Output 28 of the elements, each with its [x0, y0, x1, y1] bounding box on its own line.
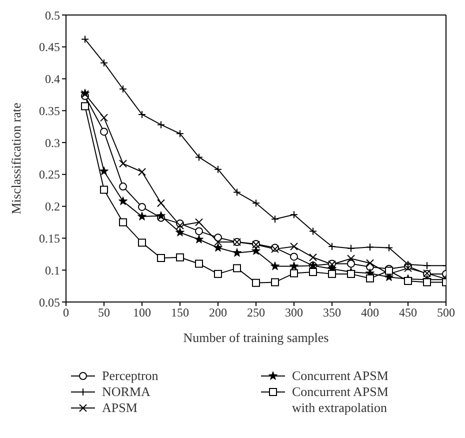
x-tick-label: 400 [361, 306, 379, 320]
legend-label: Concurrent APSM with extrapolation [292, 384, 390, 416]
y-tick-label: 0.05 [39, 295, 60, 310]
y-tick-label: 0.45 [39, 40, 60, 54]
y-tick-label: 0.1 [45, 263, 60, 278]
x-tick-label: 250 [247, 306, 265, 320]
x-tick-label: 200 [209, 306, 227, 320]
x-tick-label: 500 [437, 306, 455, 320]
legend-label: APSM [102, 400, 138, 416]
y-tick-label: 0.4 [45, 72, 60, 86]
x-tick-label: 50 [98, 306, 110, 320]
x-axis-title: Number of training samples [183, 330, 329, 345]
y-tick-label: 0.35 [39, 104, 60, 118]
y-tick-label: 0.25 [39, 168, 60, 182]
y-tick-label: 0.3 [45, 136, 60, 150]
y-tick-label: 0.5 [45, 8, 60, 22]
legend-label: Perceptron [102, 368, 160, 384]
x-tick-label: 100 [133, 306, 151, 320]
y-tick-label: 0.15 [39, 231, 60, 246]
x-tick-label: 300 [285, 306, 303, 320]
x-tick-label: 0 [63, 306, 69, 320]
y-axis-title: Misclassification rate [8, 102, 24, 214]
legend-label: Concurrent APSM [292, 368, 390, 384]
x-tick-label: 450 [399, 306, 417, 320]
x-tick-label: 350 [323, 306, 341, 320]
x-tick-label: 150 [171, 306, 189, 320]
legend-label: NORMA [102, 384, 152, 400]
y-tick-label: 0.2 [45, 200, 60, 214]
